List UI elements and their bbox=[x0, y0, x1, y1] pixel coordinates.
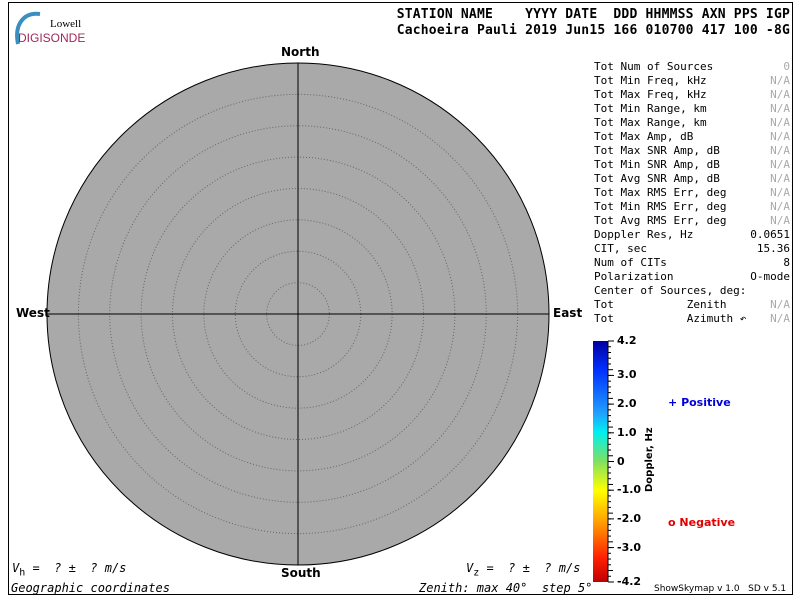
colorbar-tick-label: -2.0 bbox=[617, 511, 642, 525]
vz-symbol: V bbox=[466, 561, 474, 575]
stat-value: N/A bbox=[770, 116, 790, 129]
version-info: ShowSkymap v 1.0 SD v 5.1 bbox=[654, 584, 787, 594]
stat-label: Tot Max Range, km bbox=[594, 116, 707, 129]
stat-value: N/A bbox=[770, 88, 790, 101]
colorbar-tick-label: 3.0 bbox=[617, 368, 637, 382]
stat-row: Tot Max Amp, dB N/A bbox=[594, 130, 790, 144]
legend-negative-label: Negative bbox=[679, 516, 736, 529]
legend-negative: o Negative bbox=[668, 516, 735, 529]
stat-value: N/A bbox=[770, 200, 790, 213]
stat-label: Tot Max SNR Amp, dB bbox=[594, 144, 720, 157]
stat-value: N/A bbox=[770, 172, 790, 185]
colorbar-tick-label: 2.0 bbox=[617, 397, 637, 411]
stat-row: Tot Zenith N/A bbox=[594, 298, 790, 312]
vertical-velocity: Vz = ? ± ? m/s bbox=[466, 561, 580, 578]
stat-label: Tot Zenith bbox=[594, 298, 727, 311]
stat-label: Tot Min RMS Err, deg bbox=[594, 200, 727, 213]
logo-text-lowell: Lowell bbox=[50, 18, 82, 30]
stat-value: 0 bbox=[783, 60, 790, 73]
stat-value: 0.0651 bbox=[750, 228, 790, 241]
stat-row: Tot Num of Sources 0 bbox=[594, 60, 790, 74]
stat-value: O-mode bbox=[750, 270, 790, 283]
stat-label: Tot Azimuth ↶ bbox=[594, 312, 747, 325]
statistics-panel: Tot Num of Sources 0 Tot Min Freq, kHz N/A T… bbox=[594, 60, 790, 326]
stat-label: Tot Avg RMS Err, deg bbox=[594, 214, 727, 227]
stat-label: Center of Sources, deg: bbox=[594, 284, 747, 297]
plus-icon: + bbox=[668, 396, 678, 409]
label-east: East bbox=[553, 306, 583, 320]
stat-value: N/A bbox=[770, 102, 790, 115]
stat-label: Tot Num of Sources bbox=[594, 60, 714, 73]
vz-value: = ? ± ? m/s bbox=[479, 561, 581, 575]
colorbar-tick-label: -1.0 bbox=[617, 483, 642, 497]
stat-label: Tot Avg SNR Amp, dB bbox=[594, 172, 720, 185]
stat-row: Tot Max SNR Amp, dB N/A bbox=[594, 144, 790, 158]
circle-icon: o bbox=[668, 516, 676, 529]
zenith-info: Zenith: max 40° step 5° bbox=[419, 581, 593, 595]
colorbar-tick-label: 1.0 bbox=[617, 425, 637, 439]
header-labels: STATION NAME YYYY DATE DDD HHMMSS AXN PP… bbox=[396, 7, 790, 22]
label-north: North bbox=[281, 45, 320, 59]
stat-value: N/A bbox=[770, 158, 790, 171]
legend-positive-label: Positive bbox=[681, 396, 731, 409]
colorbar-tick-label: 4.2 bbox=[617, 334, 637, 347]
stat-row: Tot Max Freq, kHz N/A bbox=[594, 88, 790, 102]
stat-value: N/A bbox=[770, 214, 790, 227]
frame bbox=[8, 2, 793, 595]
stat-label: Num of CITs bbox=[594, 256, 667, 269]
stat-label: Tot Min Freq, kHz bbox=[594, 74, 707, 87]
stat-row: Tot Min Freq, kHz N/A bbox=[594, 74, 790, 88]
vh-subscript: h bbox=[19, 567, 26, 579]
colorbar-tick-label: -3.0 bbox=[617, 540, 642, 554]
stat-row: CIT, sec 15.36 bbox=[594, 242, 790, 256]
stat-row: Tot Min Range, km N/A bbox=[594, 102, 790, 116]
stat-row: Tot Avg RMS Err, deg N/A bbox=[594, 214, 790, 228]
stat-row: Center of Sources, deg: bbox=[594, 284, 790, 298]
stat-label: Tot Min Range, km bbox=[594, 102, 707, 115]
stat-value: N/A bbox=[770, 186, 790, 199]
stat-label: Tot Max Amp, dB bbox=[594, 130, 694, 143]
stat-value: N/A bbox=[770, 130, 790, 143]
stat-row: Tot Max Range, km N/A bbox=[594, 116, 790, 130]
stat-label: Polarization bbox=[594, 270, 674, 283]
logo-text-digisonde: DIGISONDE bbox=[18, 31, 86, 45]
stat-value: N/A bbox=[770, 298, 790, 311]
stat-value: N/A bbox=[770, 74, 790, 87]
stat-label: Tot Max Freq, kHz bbox=[594, 88, 707, 101]
stat-value: 15.36 bbox=[756, 242, 790, 255]
header-values: Cachoeira Pauli 2019 Jun15 166 010700 41… bbox=[396, 23, 790, 38]
stat-row: Tot Min SNR Amp, dB N/A bbox=[594, 158, 790, 172]
stat-row: Num of CITs 8 bbox=[594, 256, 790, 270]
lowell-digisonde-logo: Lowell DIGISONDE bbox=[12, 10, 92, 46]
coordinate-system: Geographic coordinates bbox=[11, 581, 170, 595]
colorbar-label: Doppler, Hz bbox=[644, 427, 655, 492]
label-west: West bbox=[16, 306, 50, 320]
stat-label: Tot Max RMS Err, deg bbox=[594, 186, 727, 199]
vz-subscript: z bbox=[473, 567, 480, 579]
stat-row: Tot Max RMS Err, deg N/A bbox=[594, 186, 790, 200]
stat-row: Polarization O-mode bbox=[594, 270, 790, 284]
colorbar-tick-label: 0 bbox=[617, 454, 625, 468]
horizontal-velocity: Vh = ? ± ? m/s bbox=[12, 561, 126, 578]
colorbar-tick-label: -4.2 bbox=[617, 575, 642, 588]
stat-value: 8 bbox=[783, 256, 790, 269]
stat-row: Tot Min RMS Err, deg N/A bbox=[594, 200, 790, 214]
stat-label: Doppler Res, Hz bbox=[594, 228, 694, 241]
vh-symbol: V bbox=[12, 561, 20, 575]
vh-value: = ? ± ? m/s bbox=[25, 561, 127, 575]
stat-row: Doppler Res, Hz 0.0651 bbox=[594, 228, 790, 242]
logo-arc-icon bbox=[15, 11, 41, 45]
label-south: South bbox=[281, 566, 321, 580]
stat-row: Tot Avg SNR Amp, dB N/A bbox=[594, 172, 790, 186]
colorbar bbox=[593, 341, 608, 582]
stat-label: CIT, sec bbox=[594, 242, 647, 255]
stat-value: N/A bbox=[770, 144, 790, 157]
legend-positive: + Positive bbox=[668, 396, 731, 409]
stat-row: Tot Azimuth ↶ N/A bbox=[594, 312, 790, 326]
stat-value: N/A bbox=[770, 312, 790, 325]
stat-label: Tot Min SNR Amp, dB bbox=[594, 158, 720, 171]
